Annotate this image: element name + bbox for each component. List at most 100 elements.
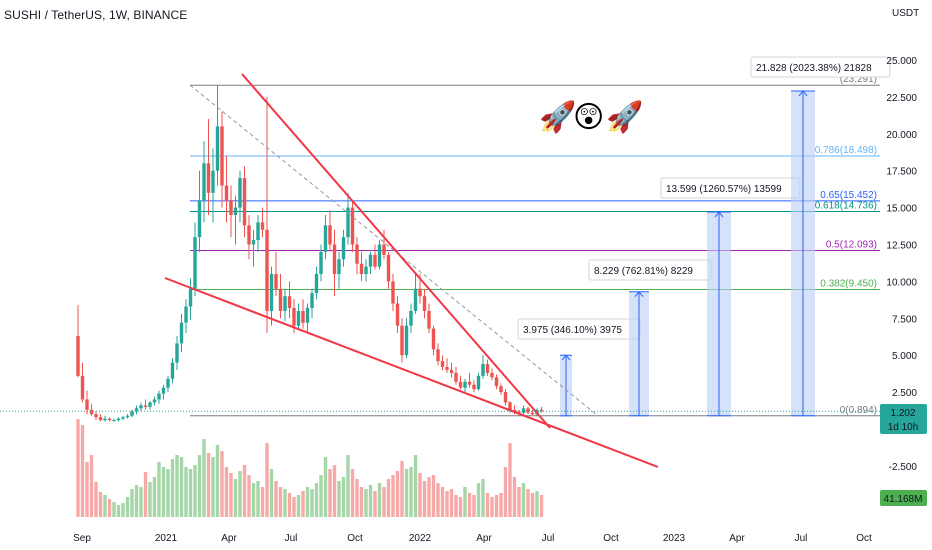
candle-body [463,382,466,388]
candle-body [126,416,129,417]
candle-body [229,200,232,215]
volume-bar [225,467,228,517]
volume-bar [310,489,313,517]
volume-bar [355,479,358,517]
candle-body [310,293,313,308]
candle-body [490,373,493,377]
candle-body [396,304,399,326]
candle-body [382,245,385,255]
volume-bar [153,477,156,517]
candle-body [346,208,349,238]
x-tick-label: Jul [285,533,298,544]
volume-bar [324,457,327,517]
rocket-emoji-right: 🚀 [606,98,643,138]
candle-body [472,385,475,389]
volume-bar [432,475,435,517]
target-label-text: 8.229 (762.81%) 8229 [594,266,693,277]
volume-bar [85,462,88,517]
volume-bar [526,489,529,517]
y-tick-label: 17.500 [886,167,917,178]
candle-body [468,382,471,385]
candle-body [103,419,106,420]
candle-body [175,343,178,362]
volume-bar [265,443,268,517]
volume-bar [477,483,480,517]
candle-body [112,420,115,421]
candle-body [364,267,367,274]
candle-body [270,274,273,311]
y-tick-label: 25.000 [886,56,917,67]
candle-body [193,237,196,289]
candle-body [454,373,457,382]
volume-bar [220,451,223,517]
candle-body [85,399,88,409]
volume-bar [540,495,543,517]
volume-bar [207,453,210,517]
candle-body [184,306,187,322]
volume-bar [306,487,309,517]
volume-bar [445,491,448,517]
volume-bar [99,492,102,517]
candle-body [207,163,210,193]
candle-body [297,311,300,326]
candle-body [139,405,142,408]
candle-body [373,255,376,267]
astonished-face-emoji: 😲 [573,98,604,138]
candle-body [306,308,309,323]
candle-body [121,417,124,418]
candle-body [432,329,435,350]
candle-body [495,377,498,386]
volume-bar [112,502,115,517]
candle-body [418,289,421,296]
volume-bar [81,425,84,517]
volume-bar [166,469,169,517]
x-tick-label: Apr [729,533,745,544]
candle-body [94,414,97,417]
volume-bar [274,481,277,517]
candle-body [486,364,489,373]
volume-bar [369,485,372,517]
volume-bar [418,473,421,517]
volume-badge-value: 41.168M [884,494,923,505]
candle-body [355,245,358,264]
candle-body [171,363,174,379]
fib-level-label: 0(0.894) [840,405,877,416]
volume-bar [463,487,466,517]
x-tick-label: Oct [856,533,872,544]
candle-body [522,408,525,412]
volume-bar [139,487,142,517]
x-tick-label: Apr [476,533,492,544]
volume-bar [337,481,340,517]
volume-bar [292,497,295,517]
volume-bar [103,495,106,517]
volume-bar [396,471,399,517]
volume-bar [247,475,250,517]
volume-bar [135,485,138,517]
volume-bar [522,483,525,517]
volume-bar [441,487,444,517]
candle-body [391,281,394,303]
x-tick-label: Oct [347,533,363,544]
y-tick-label: 22.500 [886,93,917,104]
volume-bar [157,462,160,517]
volume-bar [346,455,349,517]
y-tick-label: 2.500 [892,388,917,399]
price-badge-countdown: 1d 10h [888,422,919,433]
volume-bar [319,475,322,517]
candle-body [90,410,93,414]
volume-bar [400,461,403,517]
volume-bar [360,487,363,517]
volume-bar [378,483,381,517]
candle-body [261,222,264,229]
candle-body [400,326,403,356]
candle-body [81,376,84,400]
candle-body [499,386,502,392]
candle-body [292,308,295,326]
volume-bar [297,495,300,517]
candle-body [342,237,345,259]
candle-body [247,225,250,244]
volume-bar [238,471,241,517]
candle-body [225,185,228,200]
volume-bar [270,469,273,517]
